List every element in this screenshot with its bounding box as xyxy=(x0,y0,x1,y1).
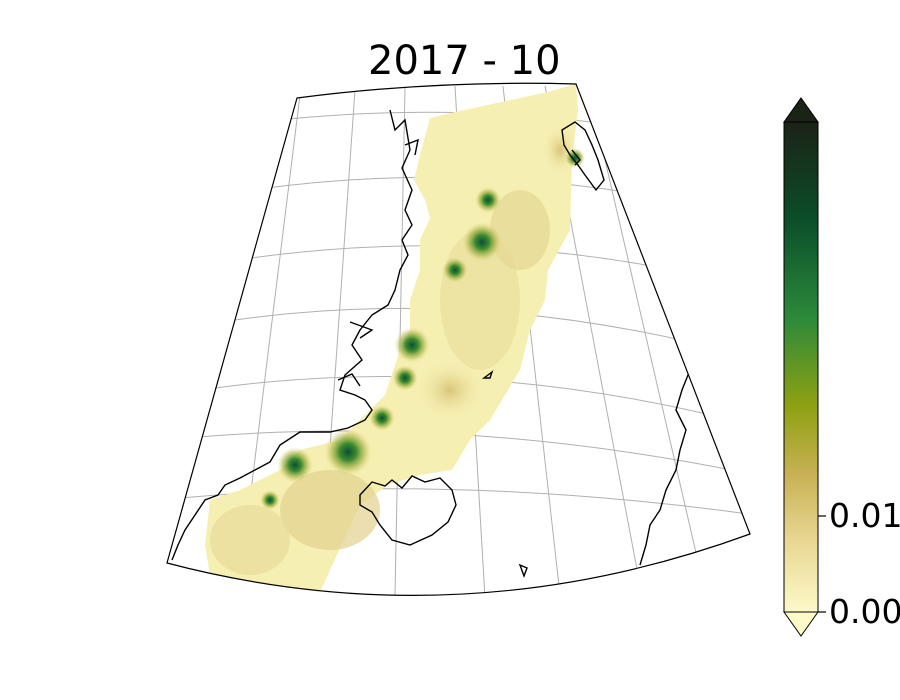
colorbar-extend-min xyxy=(783,611,819,637)
data-field xyxy=(205,84,585,592)
map-panel xyxy=(167,83,750,596)
map-title: 2017 - 10 xyxy=(368,38,561,84)
colorbar-tick-label: 0.00 xyxy=(829,592,900,631)
map-border xyxy=(166,82,751,596)
coastlines xyxy=(171,109,691,579)
colorbar-tick-label: 0.01 xyxy=(829,496,900,535)
colorbar-extend-max xyxy=(783,97,819,123)
colorbar xyxy=(783,97,826,637)
colorbar-gradient xyxy=(783,121,819,613)
